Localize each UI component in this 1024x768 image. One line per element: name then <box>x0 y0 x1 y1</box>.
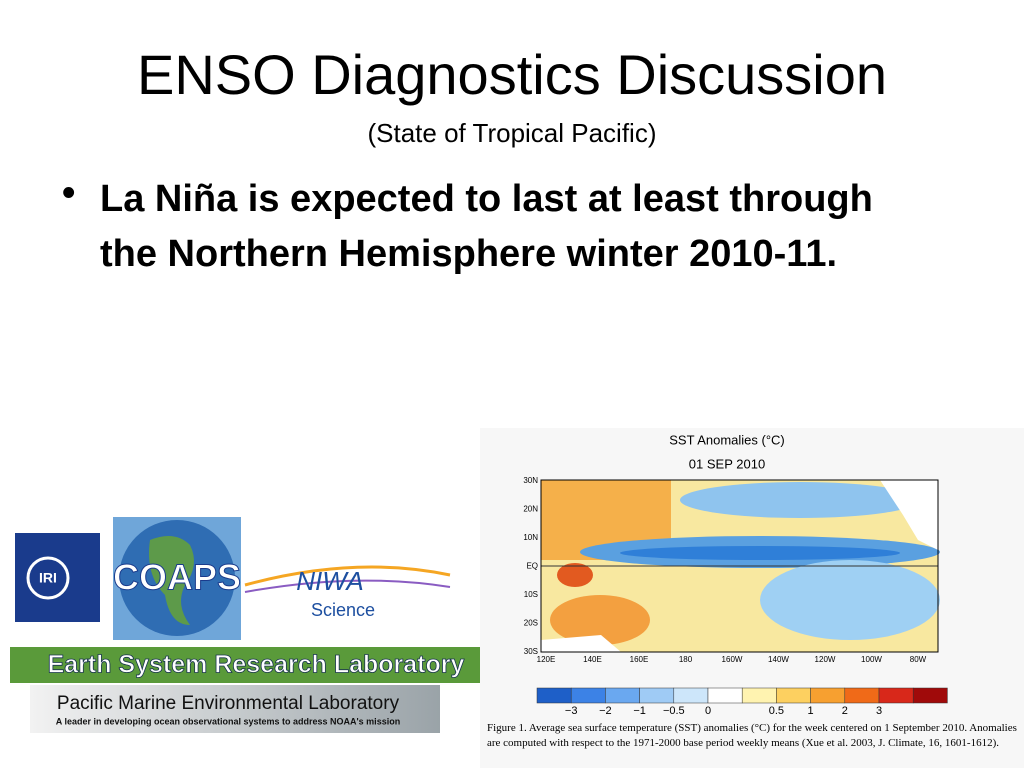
lon-label: 80W <box>910 655 927 664</box>
lat-label: 20S <box>524 619 538 628</box>
anomaly-cool <box>760 560 940 640</box>
colorbar-label: 0.5 <box>769 705 784 717</box>
colorbar-label: 0 <box>705 705 711 717</box>
colorbar-cell <box>536 687 572 704</box>
colorbar-cell <box>844 687 880 704</box>
colorbar-cell <box>741 687 777 704</box>
colorbar-cell <box>912 687 948 704</box>
anomaly-warm <box>550 595 650 645</box>
lon-label: 180 <box>679 655 693 664</box>
colorbar-label: −1 <box>633 705 646 717</box>
colorbar-cell <box>707 687 743 704</box>
niwa-swoosh <box>244 565 451 587</box>
coaps-land <box>149 536 194 625</box>
lon-labels: 120E 140E 160E 180 160W 140W 120W 100W 80W <box>537 655 927 664</box>
anomaly-cool <box>680 482 920 518</box>
map-frame <box>540 479 939 653</box>
figure-title: SST Anomalies (°C) <box>669 432 785 447</box>
iri-label: IRI <box>39 570 57 586</box>
colorbar-label: 1 <box>808 705 814 717</box>
esrl-bar <box>10 647 502 683</box>
slide-title: ENSO Diagnostics Discussion <box>136 43 888 106</box>
lat-label: 30S <box>524 647 538 656</box>
bullet-text: La Niña is expected to last at least thr… <box>100 178 873 275</box>
lon-label: 140E <box>583 655 602 664</box>
land <box>541 635 621 652</box>
anomaly-cool <box>620 546 900 560</box>
colorbar-cell <box>673 687 709 704</box>
lat-label: 10S <box>524 590 538 599</box>
lon-label: 120E <box>537 655 556 664</box>
lon-label: 140W <box>768 655 789 664</box>
coaps-label: COAPS <box>113 557 241 598</box>
pmel-label: Pacific Marine Environmental Laboratory <box>57 693 400 714</box>
lat-label: 10N <box>523 533 538 542</box>
colorbar-cell <box>570 687 606 704</box>
figure-caption: Figure 1. Average sea surface temperatur… <box>487 722 1017 749</box>
niwa-sub: Science <box>311 600 375 620</box>
pmel-sub: A leader in developing ocean observation… <box>56 716 400 726</box>
lat-labels: 30N 20N 10N EQ 10S 20S 30S <box>523 476 538 656</box>
colorbar-label: −2 <box>599 705 612 717</box>
colorbar-cell <box>605 687 640 704</box>
lat-label: 30N <box>523 476 538 485</box>
colorbar-label: −0.5 <box>663 705 685 717</box>
niwa-label: NIWA <box>296 566 363 596</box>
colorbar-cell <box>878 687 914 704</box>
lon-label: 160W <box>722 655 743 664</box>
slide-subtitle: (State of Tropical Pacific) <box>367 118 657 148</box>
iri-ring <box>26 556 70 600</box>
pmel-bg <box>30 685 440 733</box>
bullet-marker: • <box>62 172 76 214</box>
esrl-label: Earth System Research Laboratory <box>48 651 465 679</box>
map <box>540 479 940 653</box>
land <box>880 480 938 550</box>
colorbar-cell <box>776 687 811 704</box>
colorbar-label: 3 <box>876 705 882 717</box>
anomaly-warm <box>557 563 593 587</box>
colorbar-label: 2 <box>842 705 848 717</box>
lat-label: EQ <box>526 562 538 571</box>
figure-date: 01 SEP 2010 <box>689 456 765 471</box>
niwa-swoosh <box>244 579 451 593</box>
colorbar: −3 −2 −1 −0.5 0 0.5 1 2 3 <box>536 687 948 717</box>
colorbar-cell <box>810 687 846 704</box>
lon-label: 100W <box>861 655 882 664</box>
lon-label: 120W <box>815 655 836 664</box>
colorbar-cell <box>639 687 675 704</box>
lat-label: 20N <box>523 505 538 514</box>
colorbar-label: −3 <box>565 705 578 717</box>
lon-label: 160E <box>630 655 649 664</box>
